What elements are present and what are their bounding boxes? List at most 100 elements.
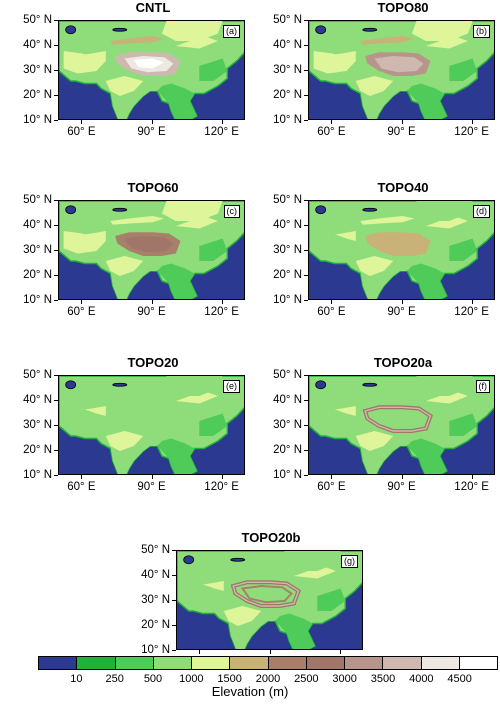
latitude-tick [172, 550, 176, 551]
longitude-tick [151, 300, 153, 304]
colorbar-segment [230, 657, 269, 669]
longitude-tick [471, 475, 473, 479]
colorbar-tick-label: 3000 [332, 673, 357, 685]
panel-letter-label: (d) [473, 205, 490, 218]
map-frame: (c) [58, 200, 245, 300]
latitude-tick [304, 95, 308, 96]
colorbar-segment [192, 657, 231, 669]
latitude-tick [54, 200, 58, 201]
colorbar-tick-label: 3500 [370, 673, 396, 685]
latitude-tick-label: 40° N [23, 219, 52, 231]
map-frame: (d) [308, 200, 495, 300]
panel-letter-label: (g) [341, 555, 358, 568]
latitude-tick-label: 40° N [23, 39, 52, 51]
longitude-tick-label: 90° E [387, 481, 416, 493]
latitude-tick-label: 50° N [141, 544, 170, 556]
elevation-map-0 [59, 21, 244, 119]
colorbar-tick-label: 500 [143, 673, 163, 685]
colorbar-segment [268, 657, 307, 669]
latitude-tick-label: 20° N [23, 269, 52, 281]
latitude-tick [304, 450, 308, 451]
longitude-tick-label: 60° E [317, 481, 346, 493]
latitude-tick [304, 225, 308, 226]
panel-title: TOPO20a [373, 355, 433, 370]
longitude-tick-label: 90° E [137, 126, 166, 138]
latitude-tick [172, 650, 176, 651]
longitude-tick [221, 300, 223, 304]
latitude-tick [54, 70, 58, 71]
map-panel-topo20a: TOPO20a (f) 50° N 40° N 30° N 20° N 10° N 60° E… [250, 355, 500, 515]
longitude-tick [221, 120, 223, 124]
latitude-tick-label: 40° N [23, 394, 52, 406]
longitude-tick-label: 120° E [454, 481, 489, 493]
longitude-tick [401, 300, 403, 304]
panel-letter-label: (b) [473, 25, 490, 38]
latitude-tick [172, 625, 176, 626]
latitude-tick [304, 375, 308, 376]
longitude-tick [81, 300, 83, 304]
latitude-tick-label: 40° N [273, 394, 302, 406]
latitude-tick [54, 225, 58, 226]
latitude-tick [304, 250, 308, 251]
map-panel-cntl: CNTL (a) 50° N 40° N 30° N 20° N 10° N 60° E 90°… [0, 0, 250, 160]
latitude-tick [304, 475, 308, 476]
longitude-tick-label: 90° E [137, 481, 166, 493]
latitude-tick-label: 30° N [23, 244, 52, 256]
latitude-tick-label: 10° N [273, 294, 302, 306]
longitude-tick-label: 60° E [67, 481, 96, 493]
latitude-tick-label: 20° N [273, 444, 302, 456]
longitude-tick-label: 90° E [137, 306, 166, 318]
panel-title: TOPO60 [127, 180, 179, 195]
latitude-tick [304, 400, 308, 401]
longitude-tick [401, 120, 403, 124]
latitude-tick-label: 10° N [273, 114, 302, 126]
longitude-tick-label: 120° E [454, 126, 489, 138]
latitude-tick [172, 575, 176, 576]
latitude-tick [304, 120, 308, 121]
latitude-tick [172, 600, 176, 601]
longitude-tick-label: 60° E [67, 306, 96, 318]
latitude-tick-label: 30° N [273, 64, 302, 76]
colorbar-tick-label: 250 [105, 673, 124, 685]
longitude-tick [339, 650, 341, 654]
latitude-tick [304, 20, 308, 21]
latitude-tick [54, 450, 58, 451]
panel-letter-label: (c) [223, 205, 240, 218]
longitude-tick [151, 120, 153, 124]
longitude-tick [331, 300, 333, 304]
latitude-tick-label: 30° N [23, 64, 52, 76]
latitude-tick-label: 20° N [23, 444, 52, 456]
colorbar-segment [421, 657, 460, 669]
latitude-tick [304, 45, 308, 46]
map-frame: (a) [58, 20, 245, 120]
longitude-tick [151, 475, 153, 479]
map-frame: (g) [176, 550, 363, 650]
colorbar-tick-label: 2000 [255, 673, 281, 685]
latitude-tick [54, 475, 58, 476]
latitude-tick [54, 300, 58, 301]
panel-title: TOPO20 [127, 355, 179, 370]
colorbar-title: Elevation (m) [211, 684, 289, 699]
colorbar-segment [115, 657, 154, 669]
panel-title: CNTL [135, 0, 171, 15]
map-frame: (b) [308, 20, 495, 120]
panel-title: TOPO20b [241, 530, 301, 545]
panel-letter-label: (e) [223, 380, 240, 393]
latitude-tick-label: 40° N [273, 219, 302, 231]
latitude-tick-label: 10° N [141, 644, 170, 656]
latitude-tick [304, 425, 308, 426]
colorbar-tick-label: 4500 [447, 673, 472, 685]
panel-title: TOPO80 [377, 0, 429, 15]
colorbar-segment [39, 657, 78, 669]
latitude-tick [54, 375, 58, 376]
longitude-tick-label: 90° E [387, 126, 416, 138]
latitude-tick-label: 20° N [23, 89, 52, 101]
longitude-tick [471, 300, 473, 304]
latitude-tick-label: 30° N [273, 419, 302, 431]
longitude-tick [331, 475, 333, 479]
colorbar-segment [459, 657, 497, 669]
latitude-tick [304, 70, 308, 71]
latitude-tick [54, 400, 58, 401]
latitude-tick [54, 45, 58, 46]
latitude-tick [54, 120, 58, 121]
